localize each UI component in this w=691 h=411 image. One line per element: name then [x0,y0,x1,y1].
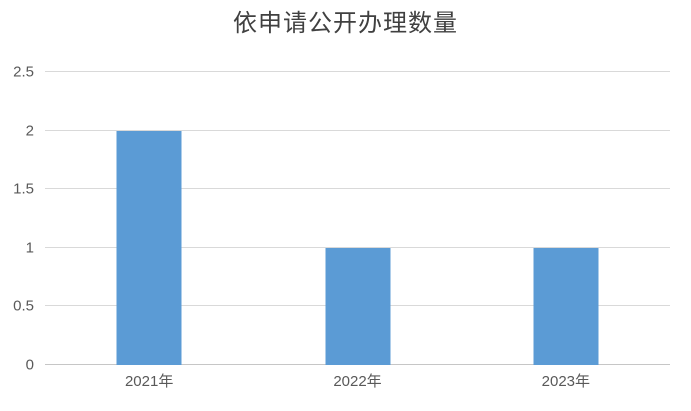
gridline [45,129,670,131]
y-tick-label: 2.5 [13,63,34,81]
plot-area [45,71,670,365]
gridline [45,188,670,190]
y-tick-label: 1.5 [13,180,34,198]
chart-title: 依申请公开办理数量 [233,11,458,37]
x-category-label: 2022年 [333,373,382,390]
bar [325,247,390,365]
y-tick-label: 1 [25,239,34,257]
bar [116,130,182,365]
gridline [45,71,670,72]
x-category-label: 2023年 [541,373,591,390]
y-tick-label: 2 [25,122,34,140]
gridline [45,246,670,248]
bar [533,247,599,365]
x-axis: 2021年 2022年 2023年 [45,372,670,396]
y-tick-label: 0.5 [13,297,34,315]
x-category-label: 2021年 [124,373,174,390]
y-axis: 0 0.5 1 1.5 2 2.5 [0,65,37,373]
y-tick-label: 0 [25,356,34,374]
